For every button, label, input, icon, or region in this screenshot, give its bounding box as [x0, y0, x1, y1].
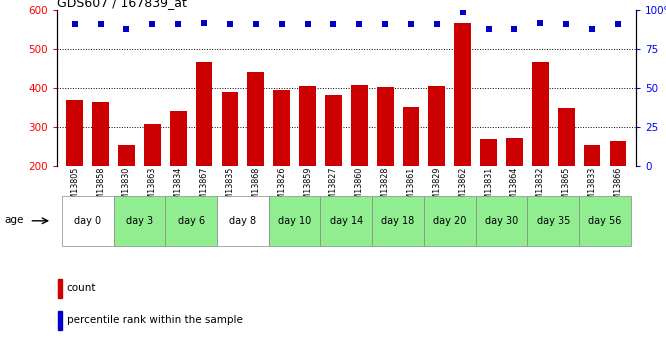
Text: day 6: day 6: [178, 216, 204, 226]
Text: day 10: day 10: [278, 216, 311, 226]
Bar: [527, 196, 579, 246]
Bar: [583, 146, 601, 166]
Text: day 0: day 0: [74, 216, 101, 226]
Bar: [92, 101, 109, 166]
Text: day 14: day 14: [330, 216, 363, 226]
Point: [458, 9, 468, 15]
Point: [250, 21, 261, 27]
Bar: [222, 92, 238, 166]
Point: [198, 20, 209, 26]
Point: [484, 26, 494, 32]
Point: [406, 21, 416, 27]
Bar: [377, 87, 394, 166]
Bar: [558, 108, 575, 166]
Bar: [428, 86, 446, 166]
Bar: [506, 138, 523, 166]
Point: [69, 21, 80, 27]
Point: [561, 21, 571, 27]
Bar: [59, 310, 62, 330]
Point: [173, 21, 184, 27]
Bar: [424, 196, 476, 246]
Bar: [170, 111, 186, 166]
Text: day 18: day 18: [382, 216, 415, 226]
Text: count: count: [67, 284, 97, 293]
Bar: [454, 23, 471, 166]
Bar: [532, 61, 549, 166]
Bar: [320, 196, 372, 246]
Point: [587, 26, 597, 32]
Bar: [165, 196, 217, 246]
Point: [432, 21, 442, 27]
Text: day 30: day 30: [485, 216, 518, 226]
Bar: [299, 86, 316, 166]
Bar: [402, 107, 420, 166]
Text: age: age: [5, 215, 24, 225]
Point: [328, 21, 339, 27]
Text: day 3: day 3: [126, 216, 153, 226]
Point: [509, 26, 519, 32]
Bar: [118, 146, 135, 166]
Bar: [325, 95, 342, 166]
Point: [535, 20, 545, 26]
Bar: [247, 72, 264, 166]
Bar: [144, 124, 161, 166]
Text: day 56: day 56: [588, 216, 621, 226]
Text: GDS607 / 167839_at: GDS607 / 167839_at: [57, 0, 186, 9]
Bar: [67, 100, 83, 166]
Bar: [579, 196, 631, 246]
Point: [95, 21, 106, 27]
Bar: [480, 139, 497, 166]
Text: percentile rank within the sample: percentile rank within the sample: [67, 315, 242, 325]
Bar: [268, 196, 320, 246]
Bar: [113, 196, 165, 246]
Point: [354, 21, 364, 27]
Text: day 20: day 20: [433, 216, 466, 226]
Point: [276, 21, 287, 27]
Text: day 8: day 8: [229, 216, 256, 226]
Bar: [217, 196, 268, 246]
Bar: [351, 85, 368, 166]
Point: [147, 21, 158, 27]
Bar: [372, 196, 424, 246]
Bar: [59, 279, 62, 298]
Text: day 35: day 35: [537, 216, 570, 226]
Bar: [476, 196, 527, 246]
Point: [302, 21, 313, 27]
Bar: [196, 61, 212, 166]
Bar: [273, 90, 290, 166]
Point: [121, 26, 132, 32]
Point: [224, 21, 235, 27]
Point: [380, 21, 390, 27]
Bar: [62, 196, 113, 246]
Point: [613, 21, 623, 27]
Bar: [609, 141, 626, 166]
